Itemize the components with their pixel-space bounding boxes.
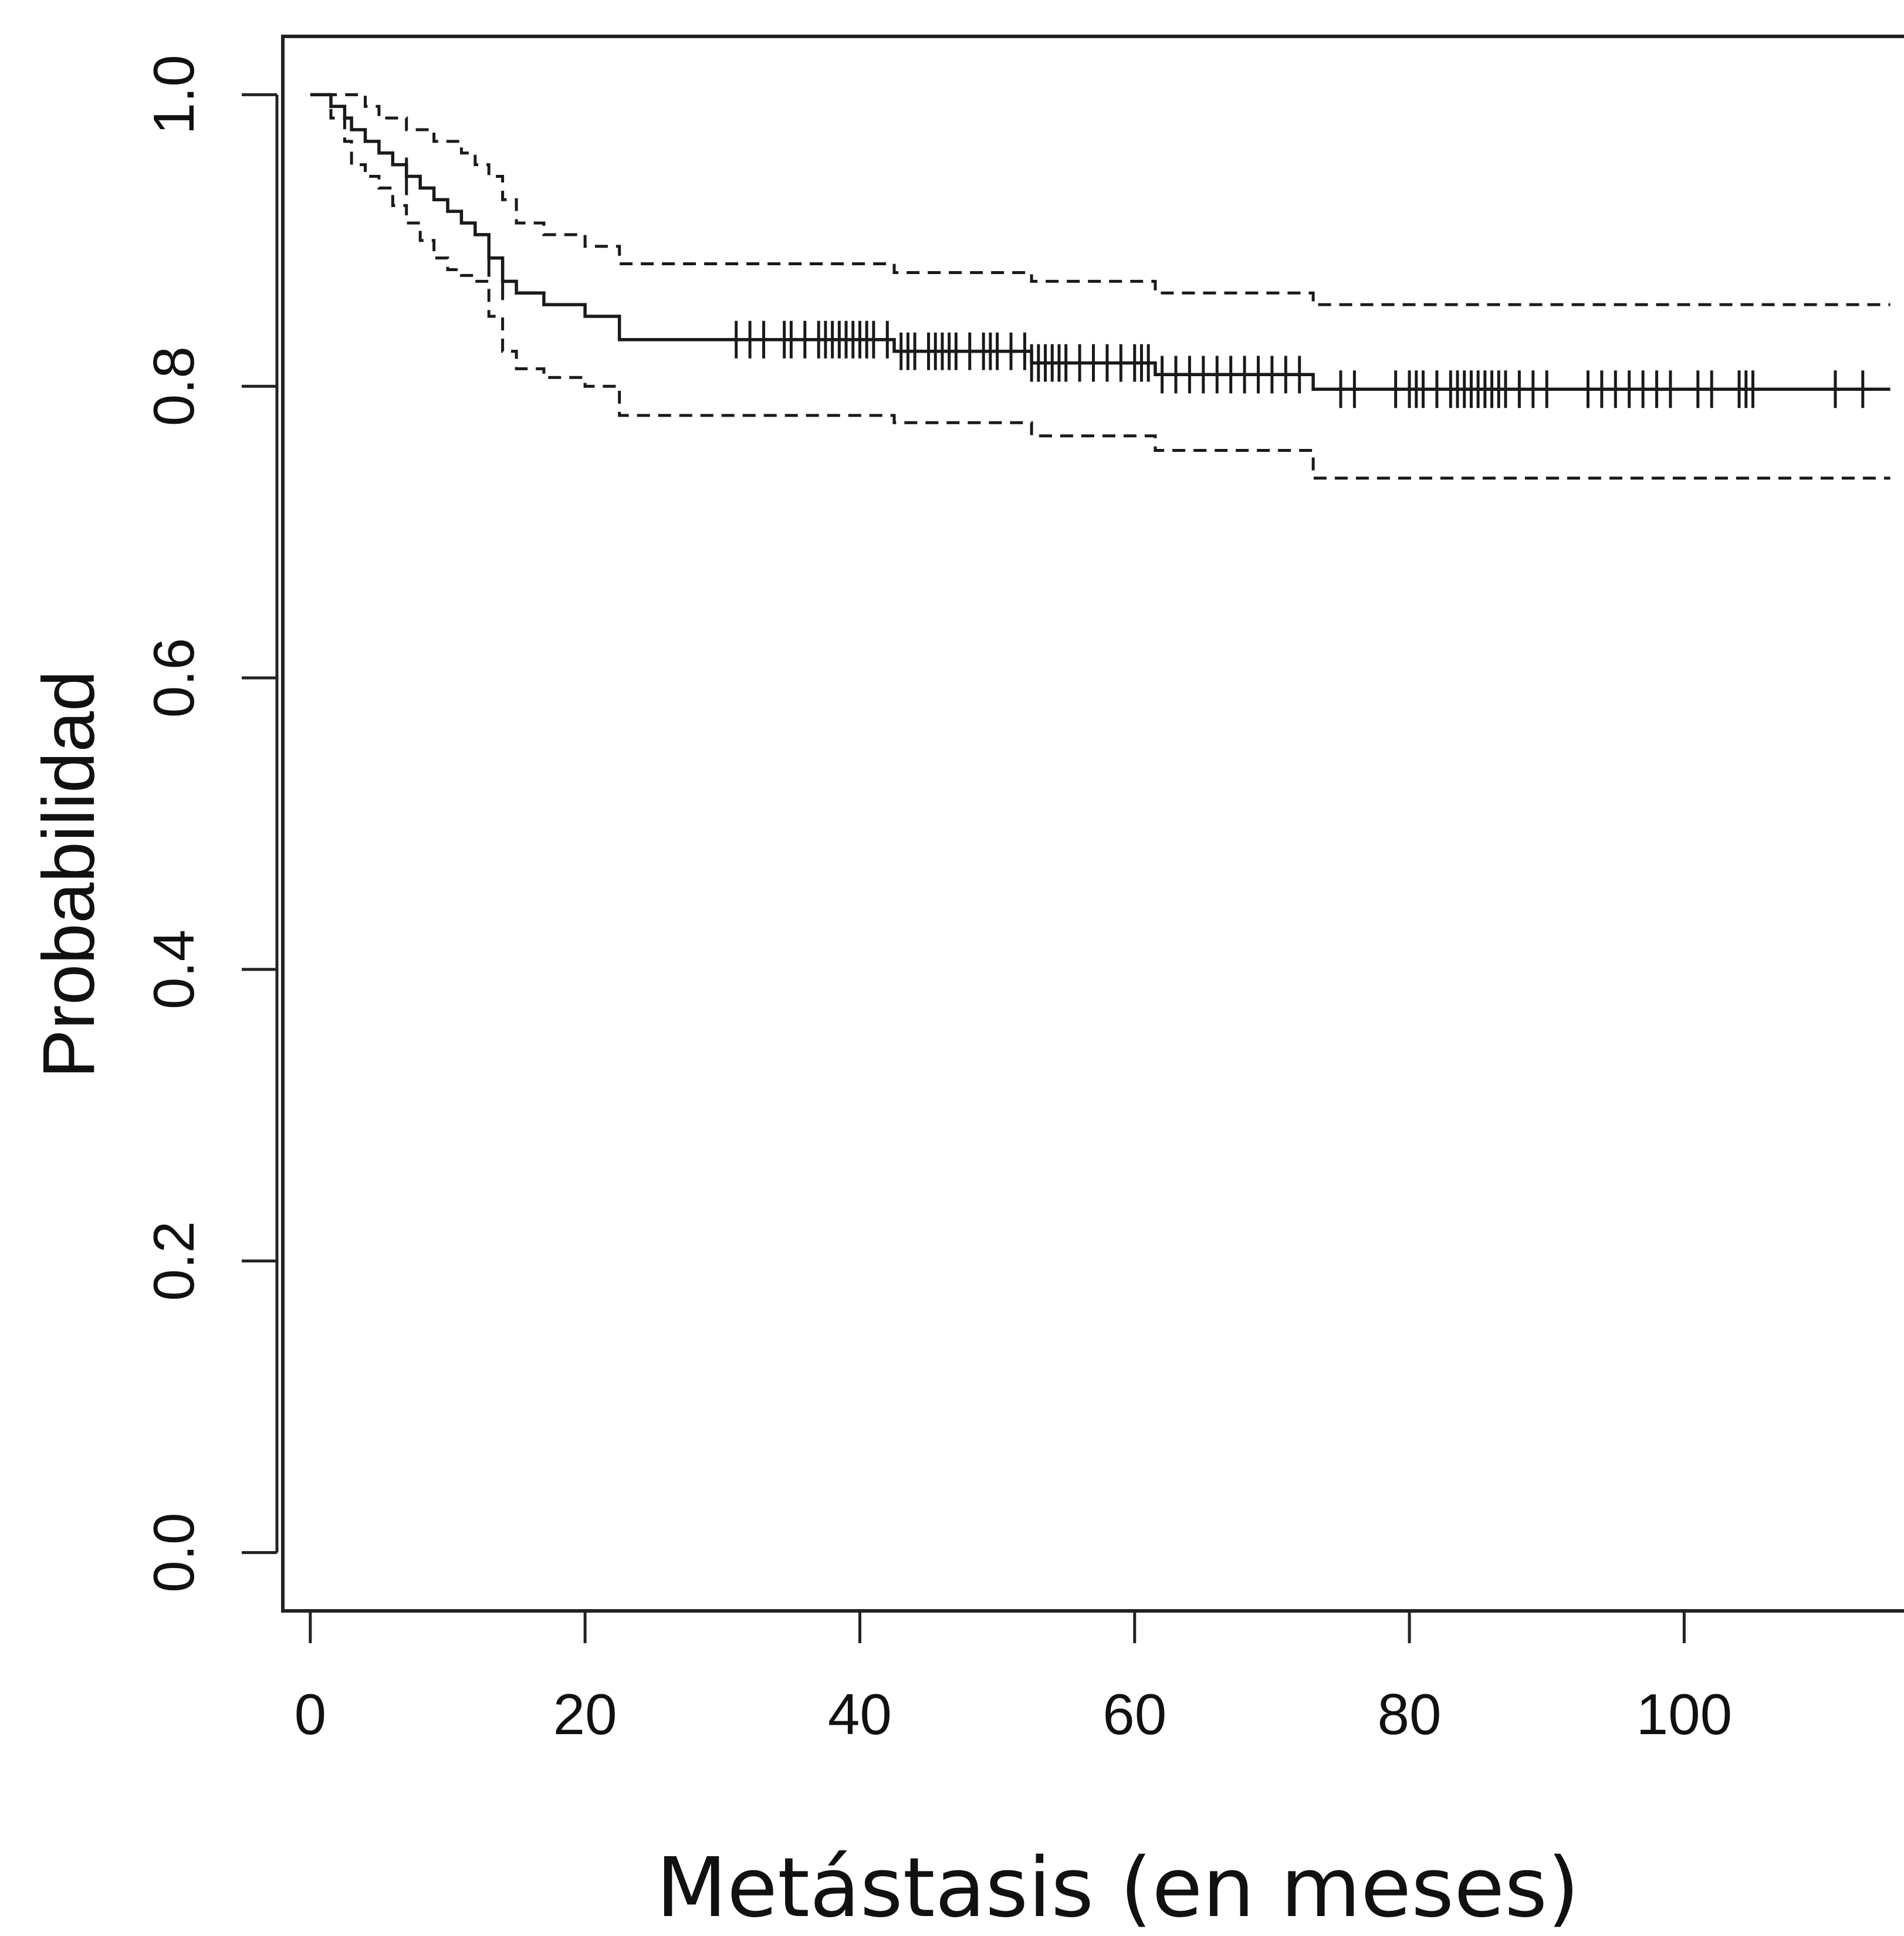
x-tick-label: 0 [295,1682,327,1746]
ci-line-upper_ci [324,93,1891,306]
x-tick-label: 20 [553,1682,617,1746]
y-tick-label: 1.0 [141,55,206,134]
y-tick-label: 0.8 [141,346,206,426]
x-tick-label: 40 [828,1682,892,1746]
survival-line [310,93,1891,391]
y-axis-title: Probabilidad [28,671,110,1079]
confidence-interval-lines [324,93,1891,480]
x-tick-label: 80 [1378,1682,1442,1746]
y-tick-label: 0.0 [141,1512,206,1592]
survival-curve [310,93,1891,391]
x-tick-label: 100 [1636,1682,1733,1746]
x-axis: 0 20 40 60 80 100 [295,1609,1733,1746]
y-axis: 0.0 0.2 0.4 0.6 0.8 1.0 [141,55,279,1593]
y-tick-label: 0.4 [141,930,206,1009]
x-axis-title: Metástasis (en meses) [656,1840,1580,1936]
x-tick-label: 60 [1103,1682,1166,1746]
y-tick-label: 0.6 [141,638,206,718]
y-tick-label: 0.2 [141,1221,206,1301]
ci-line-lower_ci [324,93,1891,480]
censor-marks [405,157,1865,408]
